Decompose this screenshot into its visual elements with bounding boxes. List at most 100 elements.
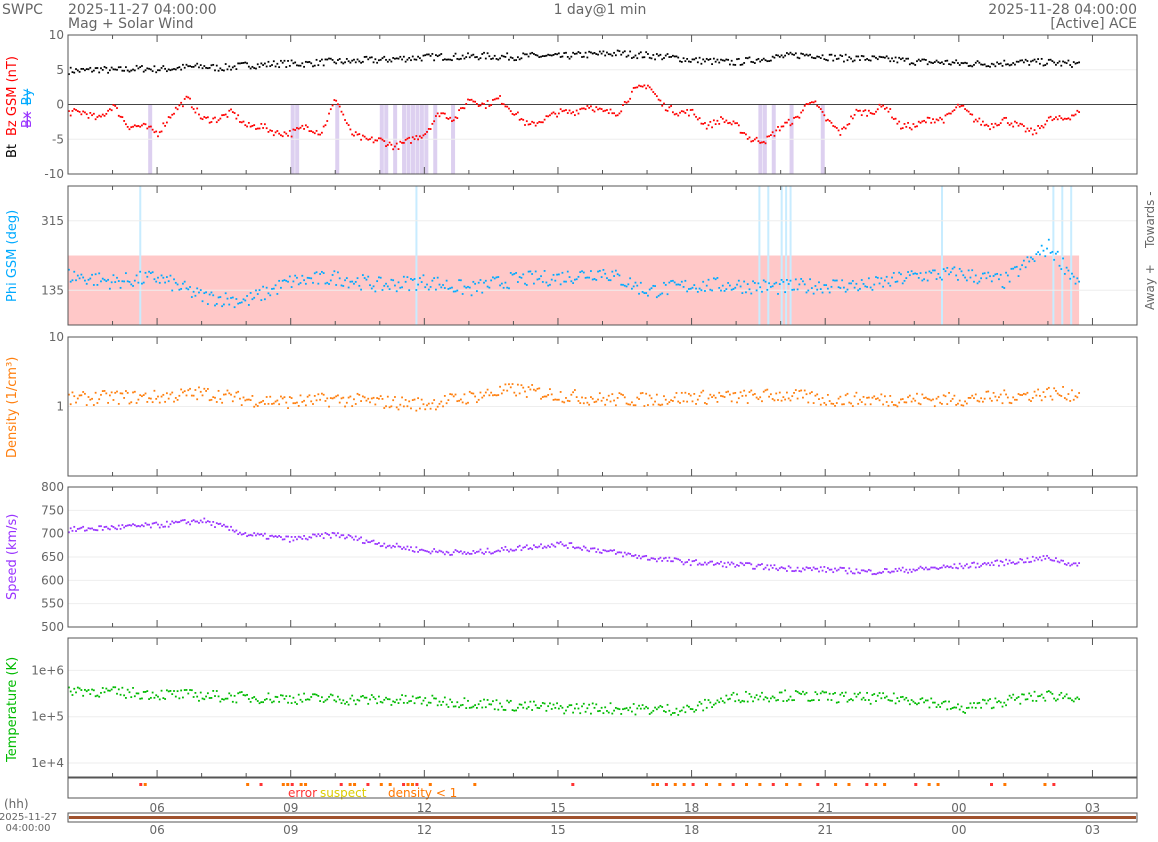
data-point-speed [255, 534, 257, 537]
data-point-bz-gsm [463, 107, 466, 110]
data-point-density [887, 404, 890, 407]
data-point-temperature [639, 707, 642, 710]
data-point-speed [714, 563, 717, 566]
data-point-speed [1005, 558, 1007, 561]
data-point-density [468, 390, 471, 393]
data-point-temperature [821, 690, 824, 693]
data-point-speed [183, 519, 186, 521]
data-point-speed [728, 563, 731, 566]
data-point-temperature [381, 701, 384, 704]
data-point-phi [442, 284, 444, 286]
data-point-phi [652, 284, 655, 287]
data-point-speed [144, 522, 147, 525]
data-point-temperature [941, 702, 943, 705]
data-point-density [1030, 400, 1032, 402]
data-point-speed [353, 538, 355, 541]
data-point-phi [210, 291, 213, 294]
data-point-density [761, 400, 763, 403]
data-point-temperature [582, 702, 585, 705]
data-point-phi [415, 289, 418, 291]
data-point-speed [611, 549, 614, 552]
data-point-density [285, 401, 288, 404]
data-point-bt [916, 60, 918, 63]
data-point-phi [607, 279, 610, 282]
data-point-bz-gsm [549, 114, 551, 117]
data-point-density [796, 397, 799, 400]
data-point-phi [477, 281, 480, 284]
data-point-phi [946, 266, 949, 269]
data-point-speed [983, 562, 986, 564]
data-point-density [463, 393, 466, 396]
data-point-temperature [477, 703, 480, 706]
data-point-bt [408, 57, 411, 59]
data-point-speed [891, 570, 893, 573]
data-point-bz-gsm [855, 108, 858, 111]
data-point-phi [199, 289, 202, 291]
data-point-phi [846, 288, 849, 291]
data-point-phi [1051, 250, 1054, 253]
data-point-phi [322, 272, 325, 274]
data-point-bt [652, 54, 655, 56]
end-time: 2025-11-28 04:00:00 [988, 2, 1137, 18]
data-point-bt [595, 53, 598, 55]
data-point-density [96, 402, 99, 404]
data-point-phi [639, 281, 642, 284]
data-point-phi [1053, 258, 1056, 261]
data-point-speed [994, 560, 997, 562]
data-point-temperature [590, 712, 592, 715]
data-point-bt [588, 50, 591, 53]
data-point-phi [126, 280, 129, 283]
data-point-bt [493, 54, 496, 57]
quality-flag [758, 783, 762, 786]
data-point-bt [137, 67, 140, 70]
data-point-phi [853, 286, 856, 289]
data-point-bz-gsm [226, 116, 229, 118]
data-point-bz-gsm [525, 120, 528, 123]
data-point-bz-gsm [176, 108, 179, 111]
quality-flag [1052, 783, 1056, 786]
data-point-phi [68, 268, 70, 271]
data-point-temperature [483, 698, 485, 701]
data-point-bt [472, 53, 475, 56]
data-point-bt [664, 54, 667, 57]
data-point-density [226, 389, 229, 392]
data-point-density [823, 402, 826, 404]
data-point-density [1076, 396, 1079, 399]
data-point-density [304, 404, 307, 407]
data-point-density [721, 395, 724, 398]
data-point-bt [459, 57, 462, 60]
data-point-bz-gsm [559, 108, 562, 111]
data-point-phi [504, 281, 507, 284]
data-point-bt [606, 51, 608, 54]
data-point-phi [445, 279, 448, 282]
data-point-bt [928, 60, 931, 63]
data-point-speed [1026, 557, 1029, 560]
data-point-bt [969, 64, 972, 67]
data-point-bz-gsm [518, 118, 521, 121]
data-point-bz-gsm [301, 124, 304, 127]
data-point-bt [1017, 60, 1020, 63]
subtitle: Mag + Solar Wind [68, 16, 194, 32]
data-point-density [743, 389, 746, 392]
data-point-bz-gsm [718, 122, 721, 125]
data-point-bz-gsm [515, 113, 517, 115]
data-point-density [363, 396, 366, 399]
data-point-phi [679, 283, 681, 286]
data-point-bt [504, 55, 507, 58]
data-point-density [762, 390, 765, 393]
data-point-temperature [841, 691, 844, 694]
data-point-phi [616, 273, 619, 276]
data-point-speed [148, 523, 150, 526]
data-point-temperature [431, 694, 434, 697]
data-point-phi [773, 282, 776, 285]
data-point-density [454, 393, 457, 396]
legend-density: density < 1 [388, 786, 457, 800]
data-point-bz-gsm [214, 116, 216, 119]
data-point-phi [410, 277, 412, 280]
data-point-speed [374, 542, 377, 545]
data-point-bt [750, 60, 753, 63]
data-point-phi [545, 281, 548, 284]
data-point-bz-gsm [107, 109, 109, 112]
data-point-speed [472, 550, 475, 552]
data-point-bt [677, 56, 680, 59]
